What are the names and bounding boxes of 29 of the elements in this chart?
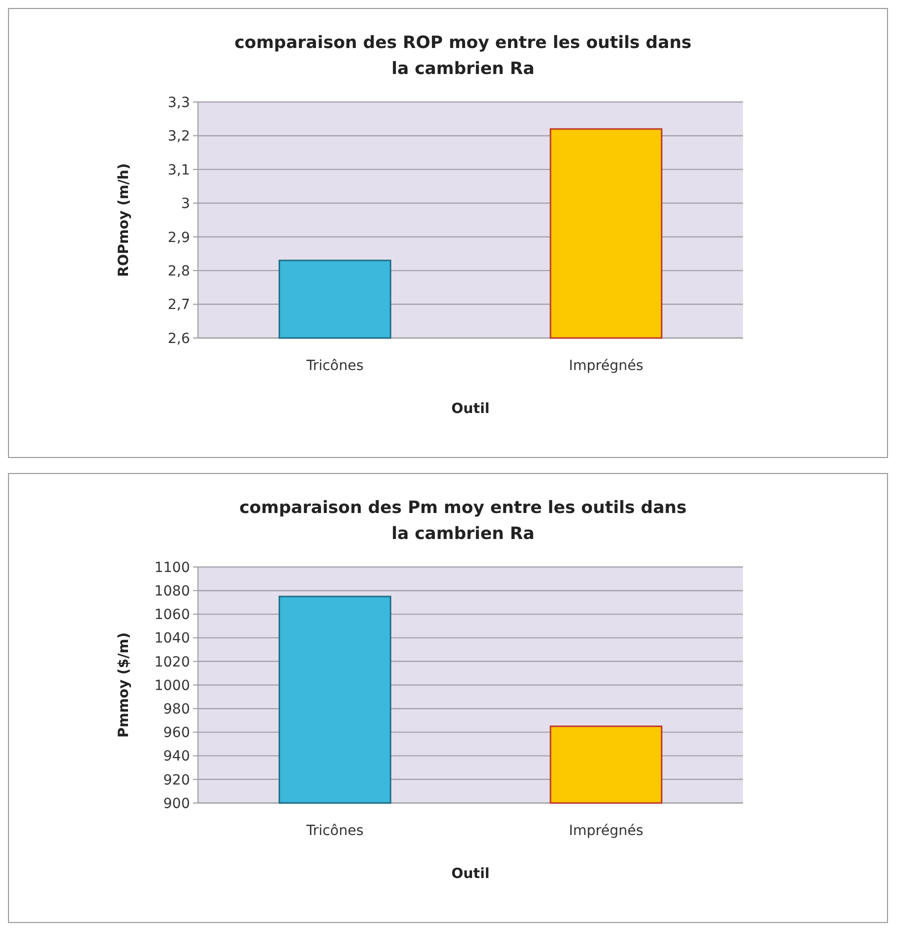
x-tick-label: Imprégnés [568, 823, 644, 839]
y-tick-label: 940 [163, 748, 190, 765]
y-tick-label: 1100 [154, 560, 190, 576]
y-tick-label: 1040 [154, 630, 190, 647]
y-tick-label: 3,2 [168, 128, 190, 145]
y-tick-label: 960 [163, 725, 190, 742]
y-tick-label: 980 [163, 702, 190, 718]
y-tick-label: 3,3 [168, 94, 190, 111]
y-tick-label: 920 [163, 772, 190, 788]
y-tick-label: 1080 [154, 584, 190, 600]
y-tick-label: 2,9 [168, 230, 190, 246]
y-tick-label: 3 [181, 196, 190, 212]
chart-title: comparaison des ROP moy entre les outils dans la cambrien Ra [234, 33, 692, 79]
x-tick-label: Tricônes [305, 358, 364, 374]
y-tick-label: 2,7 [168, 297, 190, 314]
y-tick-label: 1060 [154, 607, 190, 624]
y-tick-label: 1000 [154, 678, 190, 694]
y-tick-label: 2,6 [168, 330, 190, 347]
x-axis-title: Outil [451, 866, 490, 882]
y-axis-title: Pmmoy ($/m) [116, 632, 132, 738]
x-axis-title: Outil [451, 401, 490, 417]
chart-title: comparaison des Pm moy entre les outils dans la cambrien Ra [239, 498, 687, 544]
y-tick-label: 1020 [154, 654, 190, 670]
y-axis-title: ROPmoy (m/h) [116, 163, 132, 277]
y-tick-label: 2,8 [168, 263, 190, 280]
x-tick-label: Tricônes [305, 823, 364, 839]
y-tick-label: 900 [163, 796, 190, 812]
x-tick-label: Imprégnés [568, 358, 644, 374]
y-tick-label: 3,1 [168, 162, 190, 178]
